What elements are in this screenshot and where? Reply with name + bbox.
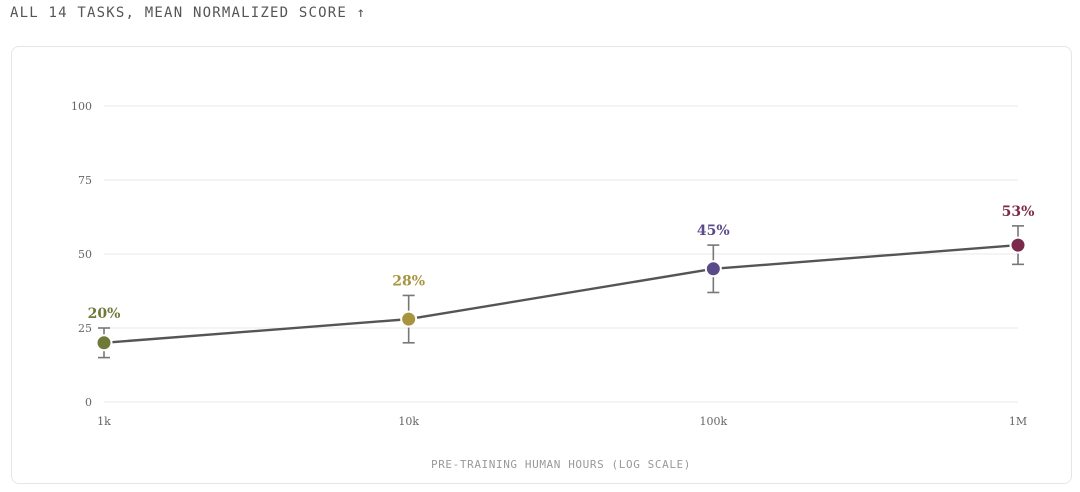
y-tick-label-100: 100 [71, 100, 92, 113]
series-line-group [103, 243, 1019, 344]
data-label-10k: 28% [392, 273, 425, 289]
data-label-1k: 20% [88, 306, 121, 322]
x-tick-label-1M: 1M [1009, 415, 1027, 428]
series-line [103, 243, 1019, 344]
data-point-100k[interactable] [704, 260, 722, 278]
x-axis-title: PRE-TRAINING HUMAN HOURS (LOG SCALE) [431, 458, 691, 471]
chart-card [11, 46, 1072, 484]
x-tick-label-1k: 1k [97, 415, 111, 428]
data-point-1M[interactable] [1009, 236, 1027, 254]
page-title: ALL 14 TASKS, MEAN NORMALIZED SCORE ↑ [10, 5, 367, 21]
data-point-1k[interactable] [95, 334, 113, 352]
y-axis: 0 25 50 75 100 [71, 100, 92, 409]
data-label-1M: 53% [1002, 204, 1035, 220]
y-tick-label-50: 50 [78, 248, 92, 261]
grid [104, 105, 1018, 403]
y-tick-label-75: 75 [78, 174, 92, 187]
x-tick-label-100k: 100k [699, 415, 727, 428]
data-point-10k[interactable] [400, 310, 418, 328]
y-tick-label-25: 25 [78, 322, 92, 335]
data-labels: 20% 28% 45% 53% [88, 204, 1035, 322]
data-label-100k: 45% [697, 223, 730, 239]
x-tick-label-10k: 10k [398, 415, 419, 428]
x-axis: 1k 10k 100k 1M [97, 415, 1027, 428]
error-bars [98, 225, 1024, 359]
data-points [95, 236, 1027, 352]
y-tick-label-0: 0 [85, 396, 92, 409]
